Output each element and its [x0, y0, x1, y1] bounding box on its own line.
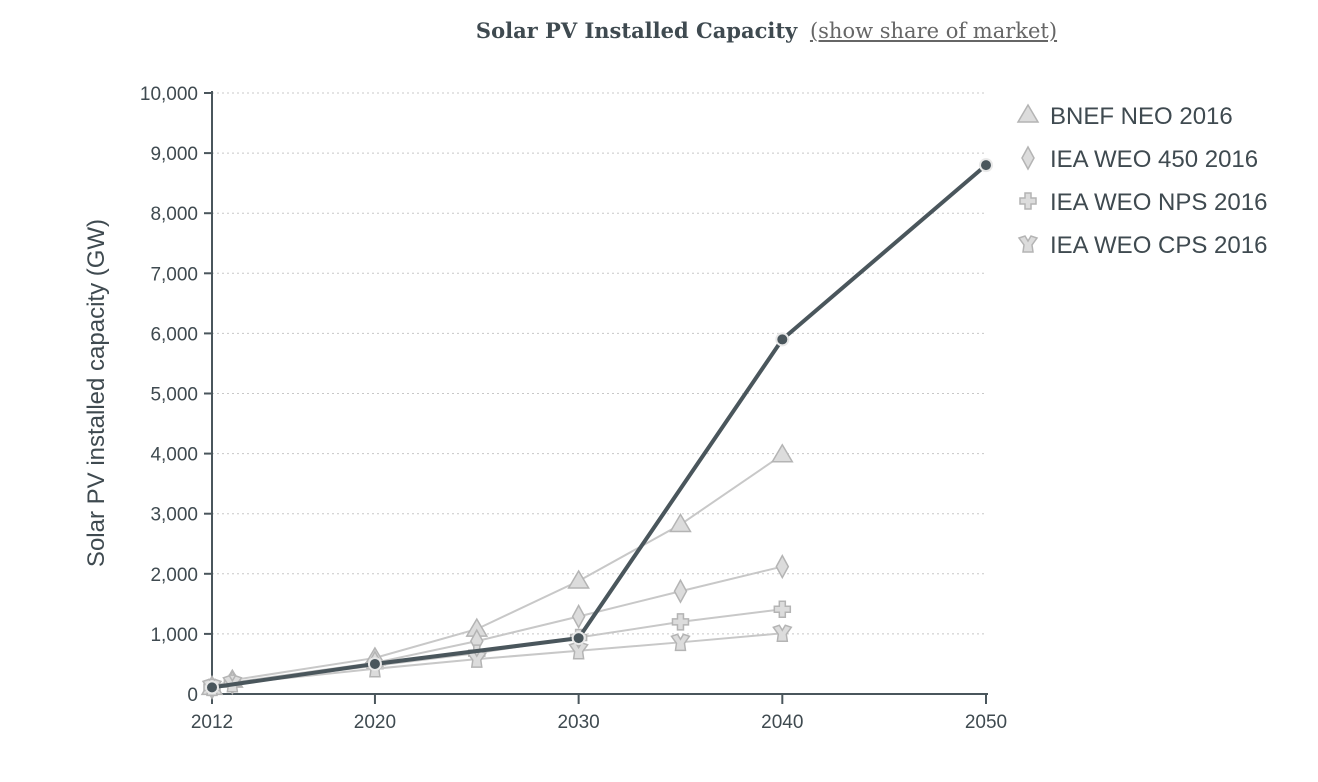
y-tick-label: 2,000	[150, 565, 198, 586]
legend: BNEF NEO 2016 IEA WEO 450 2016 IEA WEO NPS…	[1016, 103, 1267, 259]
y-tick-label: 4,000	[150, 445, 198, 466]
diamond-marker	[673, 578, 688, 604]
series-line	[211, 453, 783, 689]
triangle-marker	[567, 569, 590, 589]
diamond-marker	[1021, 145, 1035, 171]
triangle-marker	[1016, 103, 1040, 123]
chart-header: Solar PV Installed Capacity (show share …	[0, 18, 1318, 43]
y-tick-label: 0	[187, 685, 198, 706]
diamond-marker	[571, 603, 586, 630]
y-axis-label: Solar PV installed capacity (GW)	[83, 219, 110, 567]
legend-item: BNEF NEO 2016	[1016, 103, 1233, 130]
x-tick-label: 2040	[761, 712, 803, 733]
series-line	[211, 632, 783, 689]
y-tick-label: 10,000	[140, 84, 198, 105]
legend-item: IEA WEO NPS 2016	[1019, 189, 1267, 216]
cps-marker	[568, 641, 589, 660]
y-tick-label: 8,000	[150, 204, 198, 225]
legend-label: IEA WEO 450 2016	[1050, 146, 1258, 173]
y-tick-label: 7,000	[150, 264, 198, 285]
plus-marker	[1019, 192, 1037, 210]
x-tick-label: 2020	[354, 712, 396, 733]
y-tick-label: 3,000	[150, 505, 198, 526]
y-tick-label: 9,000	[150, 144, 198, 165]
cps-marker	[466, 650, 487, 668]
main-series-point	[775, 332, 790, 347]
y-tick-label: 6,000	[150, 324, 198, 345]
cps-marker	[670, 633, 691, 652]
chart-title: Solar PV Installed Capacity	[475, 18, 798, 43]
x-tick-label: 2030	[557, 712, 599, 733]
triangle-marker	[771, 443, 794, 463]
cps-marker	[1017, 235, 1039, 253]
main-series-line	[211, 163, 988, 690]
triangle-marker	[669, 513, 692, 533]
legend-item: IEA WEO 450 2016	[1021, 145, 1258, 173]
main-series-layer	[205, 158, 993, 695]
series-layer	[200, 443, 794, 700]
legend-label: BNEF NEO 2016	[1050, 103, 1233, 130]
main-series-point	[367, 656, 382, 671]
y-tick-label: 5,000	[150, 385, 198, 406]
show-share-of-market-link[interactable]: (show share of market)	[809, 19, 1058, 43]
legend-label: IEA WEO NPS 2016	[1050, 189, 1267, 216]
x-tick-label: 2012	[191, 712, 233, 733]
legend-item: IEA WEO CPS 2016	[1017, 232, 1267, 259]
diamond-marker	[775, 554, 790, 580]
main-series-point	[205, 680, 219, 695]
main-series-point	[979, 158, 993, 173]
y-tick-label: 1,000	[150, 625, 198, 646]
plus-marker	[671, 613, 690, 631]
axes-layer: 0 1,000 2,000 3,000 4,000 5,000 6,000 7,000 8,00…	[140, 84, 1007, 733]
plus-marker	[773, 600, 792, 619]
cps-marker	[772, 624, 793, 643]
main-series-point	[571, 631, 586, 646]
x-tick-label: 2050	[965, 712, 1007, 733]
grid-layer	[212, 92, 986, 635]
legend-label: IEA WEO CPS 2016	[1050, 232, 1267, 259]
